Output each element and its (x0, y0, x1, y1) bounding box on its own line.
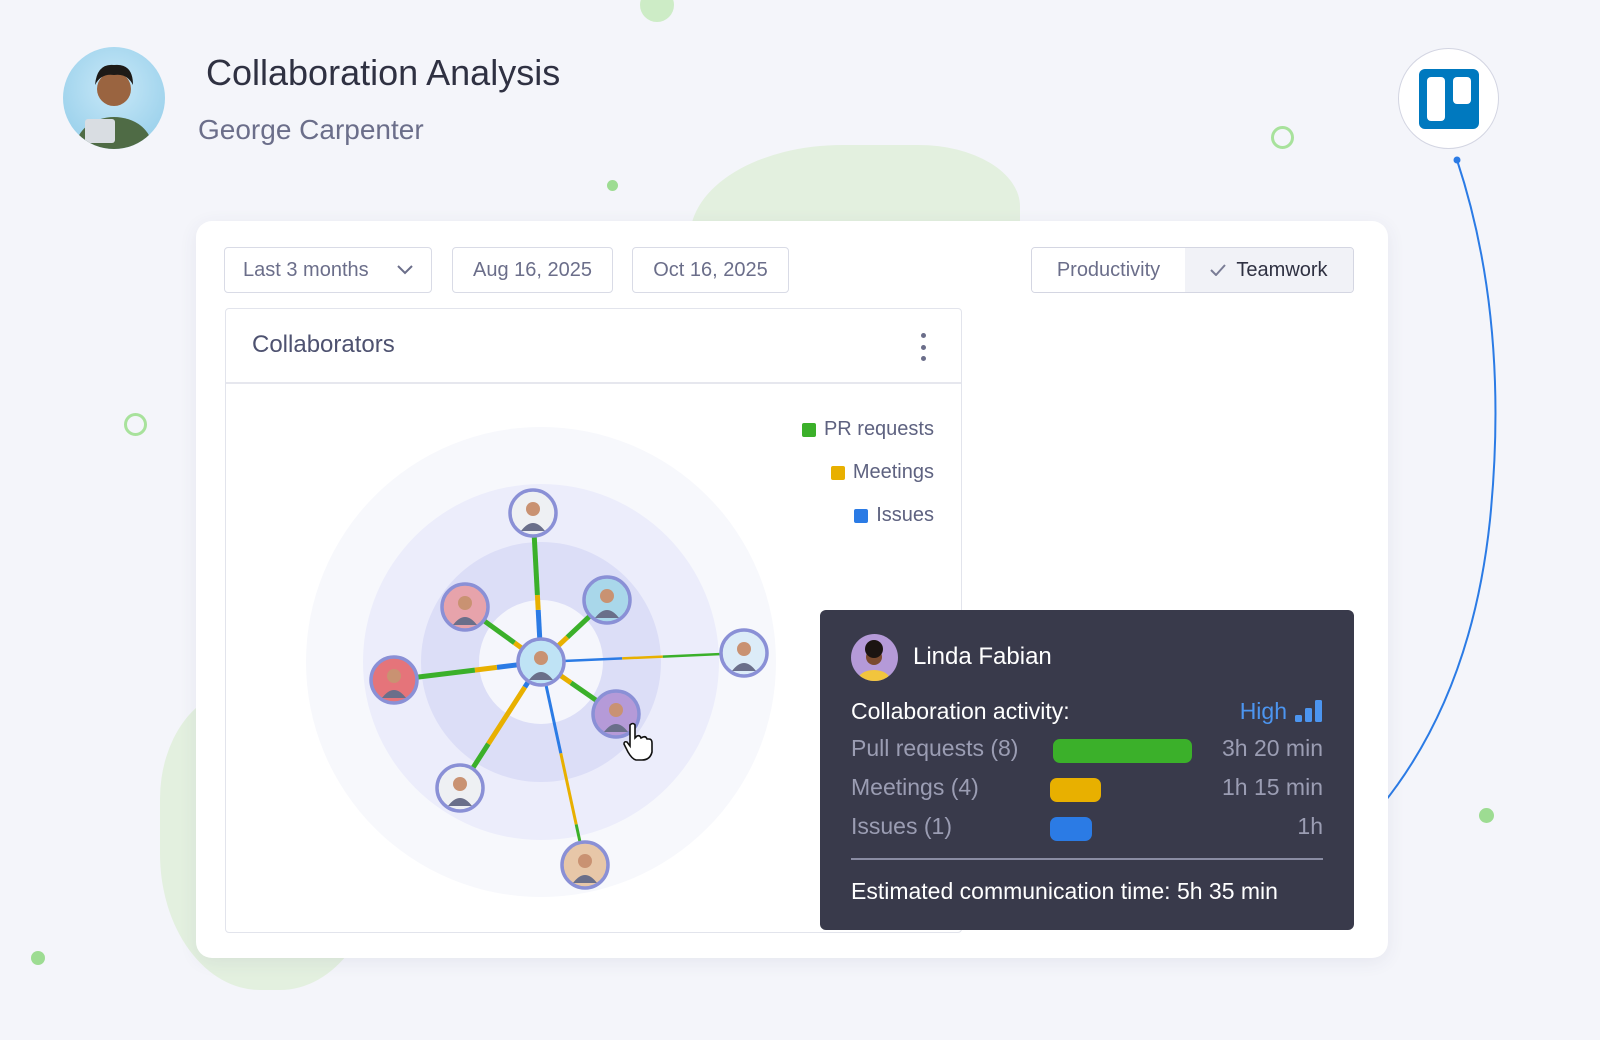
link-segment (534, 594, 541, 610)
legend-issues: Issues (854, 504, 934, 527)
legend-swatch (801, 422, 816, 437)
activity-level: High (1240, 698, 1323, 725)
collaborator-avatar-right[interactable] (719, 628, 769, 678)
view-toggle: Productivity Teamwork (1031, 247, 1354, 293)
collaborator-avatar-bottom[interactable] (560, 840, 610, 890)
link-segment (559, 753, 578, 825)
range-value: Last 3 months (243, 258, 369, 281)
link-segment (486, 685, 527, 746)
row-label: Meetings (4) (851, 774, 979, 800)
decor-dot (640, 0, 674, 22)
panel-title: Collaborators (252, 331, 395, 358)
activity-label: Collaboration activity: (851, 698, 1070, 724)
estimated-total: Estimated communication time: 5h 35 min (851, 878, 1278, 904)
check-icon (1210, 264, 1227, 276)
more-vertical-icon[interactable] (919, 333, 927, 361)
tab-teamwork-label: Teamwork (1236, 258, 1328, 281)
collaborator-tooltip: Linda Fabian Collaboration activity: Hig… (820, 610, 1354, 930)
panel-header: Collaborators (226, 309, 961, 384)
trello-integration-badge[interactable] (1398, 48, 1499, 149)
row-bar (1050, 778, 1101, 802)
decor-dot (607, 180, 618, 191)
activity-row: Collaboration activity: High (851, 698, 1323, 725)
legend-swatch (854, 508, 869, 523)
collaborator-avatar-linda-fabian[interactable] (591, 689, 641, 739)
row-label: Pull requests (8) (851, 735, 1019, 761)
hand-pointer-icon (623, 722, 653, 761)
user-name: George Carpenter (198, 114, 424, 145)
user-avatar (63, 47, 165, 149)
tab-teamwork[interactable]: Teamwork (1185, 248, 1353, 292)
legend-pr-requests: PR requests (801, 418, 934, 441)
decor-dot (1479, 808, 1494, 823)
center-user-avatar[interactable] (516, 637, 566, 687)
collaborator-avatar-top[interactable] (508, 488, 558, 538)
tooltip-name: Linda Fabian (913, 643, 1052, 670)
end-date-field[interactable]: Oct 16, 2025 (632, 247, 789, 293)
row-label: Issues (1) (851, 813, 952, 839)
start-date-field[interactable]: Aug 16, 2025 (452, 247, 613, 293)
link-segment (474, 664, 498, 673)
tooltip-row: Issues (1) 1h (851, 813, 1323, 843)
decor-ring (124, 413, 147, 436)
range-dropdown[interactable]: Last 3 months (224, 247, 432, 293)
row-bar (1050, 817, 1092, 841)
row-bar (1053, 739, 1192, 763)
tooltip-row: Meetings (4) 1h 15 min (851, 774, 1323, 804)
tab-productivity[interactable]: Productivity (1032, 248, 1185, 292)
row-value: 3h 20 min (1221, 735, 1323, 761)
legend-meetings: Meetings (830, 461, 934, 484)
collaborator-avatar-lower-left[interactable] (435, 763, 485, 813)
row-value: 1h 15 min (1221, 774, 1323, 800)
divider (851, 858, 1323, 860)
collaborator-avatar-upper-left[interactable] (440, 582, 490, 632)
legend-label: Meetings (852, 461, 934, 483)
legend-label: PR requests (823, 418, 934, 440)
signal-bars-icon (1295, 699, 1322, 722)
chevron-down-icon (397, 265, 413, 275)
collaborator-avatar-upper-right[interactable] (582, 575, 632, 625)
tooltip-row: Pull requests (8) 3h 20 min (851, 735, 1323, 765)
collaborator-avatar-left[interactable] (369, 655, 419, 705)
decor-ring (1271, 126, 1294, 149)
page-title: Collaboration Analysis (206, 52, 561, 93)
trello-logo-icon (1418, 68, 1479, 129)
tooltip-avatar (851, 634, 898, 681)
legend-swatch (830, 465, 845, 480)
decor-dot (31, 951, 45, 965)
activity-level-text: High (1239, 698, 1287, 724)
row-value: 1h (1297, 813, 1323, 839)
link-segment (622, 655, 663, 660)
collaboration-graph (363, 484, 769, 890)
legend-label: Issues (876, 504, 934, 526)
